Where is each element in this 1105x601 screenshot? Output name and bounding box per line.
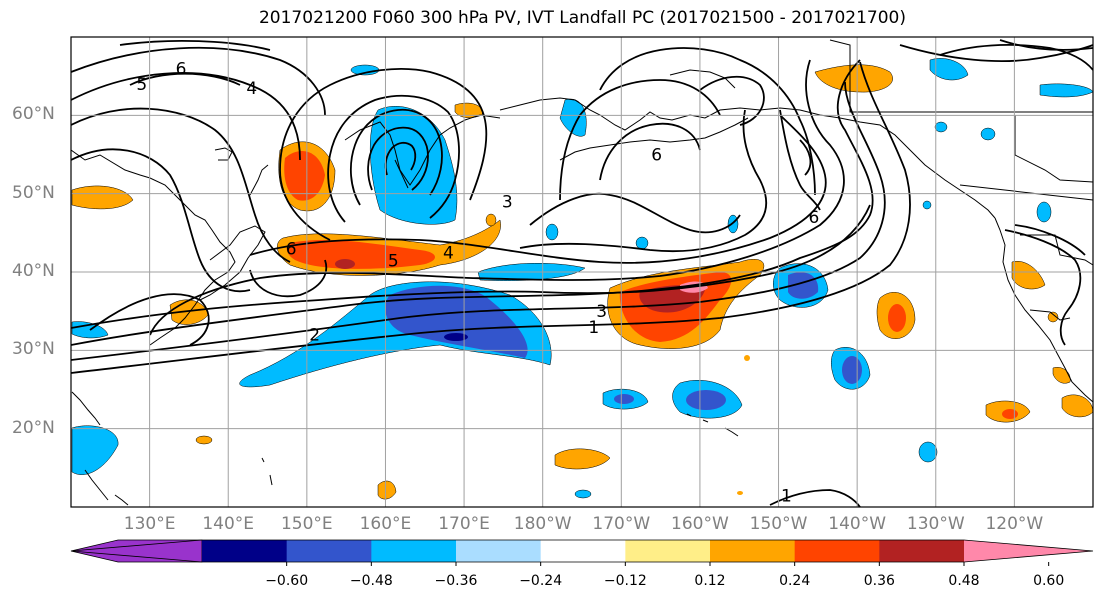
colorbar-tick-label: −0.48	[349, 573, 393, 589]
contour-label: 4	[443, 243, 454, 263]
longitude-label: 170°W	[592, 514, 651, 534]
colorbar-segment	[710, 540, 796, 562]
latitude-label: 50°N	[12, 182, 55, 203]
colorbar-tick-label: 0.36	[863, 573, 895, 589]
longitude-label: 180°W	[513, 514, 572, 534]
colorbar-segment	[540, 540, 626, 562]
latitude-label: 60°N	[12, 104, 55, 125]
colorbar-extend-low	[70, 539, 203, 563]
pv-shading-negative	[71, 58, 1093, 499]
colorbar-segment	[202, 540, 288, 562]
contour-label: 3	[596, 302, 607, 322]
colorbar-segment	[794, 540, 880, 562]
longitude-label: 150°E	[280, 514, 333, 534]
colorbar-tick-label: 0.12	[694, 573, 726, 589]
contour-label: 6	[286, 240, 297, 260]
colorbar-tick-label: 0.24	[779, 573, 811, 589]
longitude-label: 160°W	[671, 514, 729, 534]
map-frame	[70, 36, 1094, 508]
colorbar-segment	[456, 540, 542, 562]
contour-label: 5	[388, 251, 399, 271]
colorbar-tick-label: 0.48	[948, 573, 980, 589]
longitude-label: 150°W	[749, 514, 808, 534]
colorbar-tick-label: 0.60	[1033, 573, 1065, 589]
colorbar-outline	[70, 539, 1094, 563]
contour-label: 4	[246, 79, 257, 99]
longitude-label: 130°W	[906, 514, 965, 534]
coastlines	[70, 39, 1094, 506]
latitude-label: 20°N	[12, 417, 55, 438]
colorbar-segment	[371, 540, 457, 562]
colorbar-tick-label: −0.24	[519, 573, 563, 589]
colorbar	[70, 539, 1094, 566]
colorbar-segment	[879, 540, 965, 562]
contour-label: 6	[176, 59, 187, 79]
contour-label: 6	[651, 146, 662, 166]
latitude-label: 30°N	[12, 339, 55, 360]
colorbar-tick-label: −0.12	[603, 573, 647, 589]
colorbar-tick-label: −0.60	[265, 573, 309, 589]
longitude-label: 140°E	[202, 514, 255, 534]
contour-label: 2	[309, 326, 320, 346]
longitude-label: 170°E	[438, 514, 490, 534]
colorbar-tick-label: −0.36	[434, 573, 478, 589]
longitude-label: 160°E	[359, 514, 412, 534]
longitude-label: 120°W	[985, 514, 1044, 534]
contour-label: 3	[502, 193, 513, 213]
latitude-label: 40°N	[12, 261, 55, 281]
contour-label: 1	[781, 486, 792, 506]
map-title: 2017021200 F060 300 hPa PV, IVT Landfall…	[258, 8, 906, 28]
colorbar-segment	[286, 540, 372, 562]
contour-label: 1	[588, 318, 599, 338]
longitude-label: 130°E	[123, 514, 176, 534]
longitude-label: 140°W	[828, 514, 887, 534]
contour-label: 5	[136, 75, 147, 95]
graticule	[71, 37, 1093, 507]
colorbar-extend-high	[964, 540, 1093, 562]
colorbar-segment	[625, 540, 711, 562]
contour-label: 6	[809, 208, 820, 228]
